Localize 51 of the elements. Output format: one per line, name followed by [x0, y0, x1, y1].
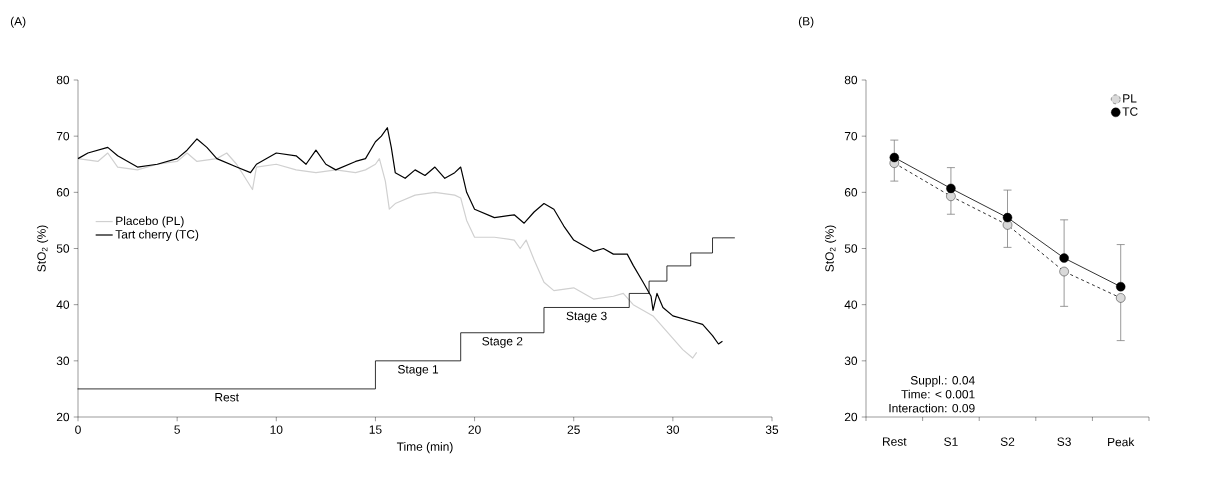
- legend-label: TC: [1122, 107, 1138, 116]
- chart-title: (A): [10, 16, 26, 28]
- annotation: Stage 3: [566, 311, 607, 323]
- point: [889, 152, 900, 163]
- y-tick-label: 30: [56, 356, 70, 366]
- x-tick-label: Peak: [1108, 437, 1135, 447]
- y-tick-label: 40: [56, 300, 70, 309]
- x-tick-label: 20: [468, 425, 481, 434]
- x-tick-label: 25: [567, 425, 580, 434]
- x-tick-label: S1: [944, 437, 958, 446]
- point: [1116, 293, 1126, 303]
- x-tick-label: S3: [1057, 437, 1071, 446]
- y-tick-label: 50: [844, 244, 858, 253]
- y-tick-label: 60: [844, 188, 858, 197]
- x-tick-label: 15: [369, 425, 382, 434]
- y-axis-title: StO$_{2}$ (%): [36, 225, 49, 272]
- x-tick-label: 10: [270, 425, 283, 434]
- point: [1116, 281, 1126, 292]
- annotation: Stage 1: [398, 365, 439, 376]
- point: [946, 191, 956, 201]
- x-tick-label: 5: [174, 425, 180, 434]
- y-tick-label: 40: [844, 300, 858, 309]
- chart-title: (B): [798, 16, 814, 28]
- annotation: Time: < 0.001: [901, 389, 975, 399]
- x-tick-label: 30: [666, 425, 680, 434]
- y-tick-label: 80: [56, 75, 70, 85]
- y-tick-label: 20: [844, 412, 858, 422]
- y-tick-label: 80: [844, 75, 858, 85]
- annotation: Interaction: 0.09: [889, 403, 975, 413]
- legend-label: Tart cherry (TC): [115, 229, 199, 241]
- y-tick-label: 20: [56, 412, 70, 422]
- y-tick-label: 70: [844, 131, 858, 141]
- legend-label: PL: [1123, 94, 1137, 103]
- x-tick-label: Rest: [883, 437, 907, 446]
- y-tick-label: 50: [56, 244, 70, 253]
- point: [946, 183, 956, 194]
- y-axis-title: StO$_{2}$ (%): [824, 225, 837, 272]
- point: [1059, 266, 1069, 277]
- point: [1059, 253, 1069, 263]
- annotation: Stage 2: [482, 336, 523, 348]
- x-tick-label: 0: [75, 425, 81, 434]
- annotation: Rest: [215, 393, 239, 402]
- annotation: Suppl.: 0.04: [910, 375, 975, 387]
- y-tick-label: 30: [844, 356, 858, 366]
- x-tick-label: S2: [1000, 437, 1015, 446]
- point: [1002, 212, 1013, 223]
- x-axis-title: Time (min): [396, 442, 453, 454]
- y-tick-label: 60: [56, 188, 70, 197]
- y-tick-label: 70: [56, 131, 70, 141]
- x-tick-label: 35: [765, 425, 779, 434]
- legend-label: Placebo (PL): [116, 216, 184, 228]
